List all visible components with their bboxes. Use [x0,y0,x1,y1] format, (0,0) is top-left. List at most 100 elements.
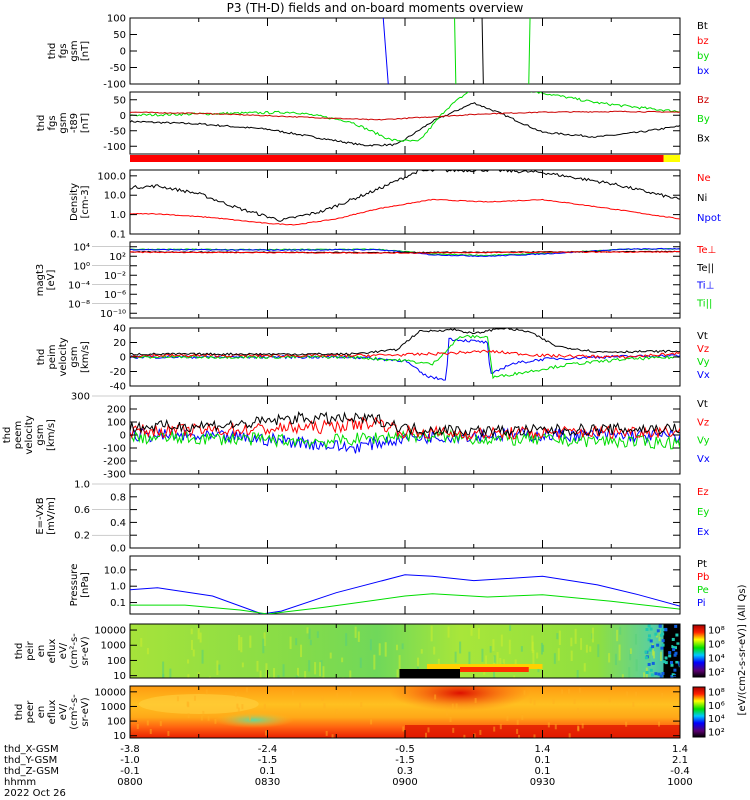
spectrogram-pixel [360,702,363,708]
spectrogram-pixel [648,648,652,652]
series-line-vy [130,334,680,380]
series-group [130,574,680,614]
y-axis-label-line: [eV] [46,270,57,291]
spectrogram-pixel [207,715,210,721]
spectrogram-pixel [556,633,559,640]
ephemeris-value: -1.5 [395,755,415,766]
spectrogram-low-flux [663,624,680,678]
spectrogram-band [138,694,259,714]
y-axis-label-line: thd [47,43,58,60]
spectrogram-pixel [430,625,433,642]
spectrogram-pixel [474,697,477,703]
legend-label: bz [697,36,709,47]
spectrogram-pixel [529,698,532,704]
panel-frame [129,17,681,85]
y-axis-label-line: sr-eV) [80,697,91,726]
spectrogram-pixel [218,664,221,671]
spectrogram-pixel [499,657,502,665]
y-tick-label: 1000 [101,702,126,713]
spectrogram-pixel [159,721,162,727]
y-axis-label-line: [nT] [80,41,91,61]
series-line-bx [382,18,389,84]
y-axis-label-line: [km/s] [46,419,57,451]
spectrogram-pixel [427,727,430,733]
spectrogram-pixel [661,643,665,647]
spectrogram-pixel [531,635,534,652]
y-tick-label: 100 [107,14,126,25]
spectrogram-pixel [205,689,208,695]
spectrogram-pixel [402,726,405,732]
y-tick-label: 10⁻² [104,271,126,282]
spectrogram-pixel [319,662,322,677]
spectrogram-pixel [659,651,662,661]
spectrogram-pixel [578,687,581,693]
series-group [130,411,680,454]
panel-3: 10⁴ 10² 10⁰ 10⁻² 10⁻⁴ 10⁻⁶ 10⁻⁸ 10⁻¹⁰ magt3 [eV] T… [35,241,716,320]
ephemeris-value: -2.4 [258,744,278,755]
y-axis-label-line: sr-eV) [80,636,91,665]
spectrogram-pixel [262,638,265,654]
spectrogram-pixel [500,634,503,647]
spectrogram-pixel [146,720,149,726]
spectrogram-pixel [493,655,496,663]
spectrogram-pixel [291,690,294,696]
y-tick-label: 100 [107,418,126,429]
spectrogram-pixel [240,637,243,653]
spectrogram-pixel [325,730,328,736]
y-tick-label: 10000 [94,626,126,637]
spectrogram-pixel [649,646,653,650]
panel-frame [129,169,681,235]
spectrogram-pixel [629,649,632,661]
spectrogram-pixel [190,628,193,635]
series-line-by [528,18,531,84]
spectrogram-pixel [136,724,139,730]
y-tick-label: 0 [120,431,126,442]
spectrogram-pixel [248,715,251,721]
spectrogram-pixel [289,636,292,649]
series-line-bz [130,110,680,121]
spectrogram-pixel [651,643,654,656]
y-tick-label: 10000 [94,687,126,698]
series-line-pe [130,593,680,614]
spectrogram-pixel [417,657,420,667]
spectrogram-pixel [661,671,665,675]
spectrogram-pixel [321,695,324,701]
spectrogram-pixel [234,692,237,698]
y-axis-label-line: velocity [24,415,35,454]
legend-label: Ti⊥ [696,281,714,292]
colorbar-tick-label: 10⁸ [708,688,725,699]
spectrogram-pixel [597,644,600,658]
legend-label: Vt [697,331,708,342]
spectrogram-pixel [520,646,523,652]
spectrogram-pixel [259,670,262,678]
ion-spectrogram [130,624,680,678]
y-tick-label: 10⁻⁶ [104,290,126,301]
y-axis-label-line: Density [69,183,80,221]
ephemeris-value: 1000 [667,777,692,788]
spectrogram-pixel [677,716,680,722]
spectrogram-pixel [658,630,661,642]
y-tick-label: 200 [107,405,126,416]
series-line-by [130,92,680,142]
spectrogram-pixel [296,667,299,677]
panel-7: 10.0 1.0 0.1 Pressure [nPa] Pt Pb Pe Pi [69,555,709,615]
spectrogram-pixel [263,632,266,646]
spectrogram-pixel [533,734,536,738]
spectrogram-pixel [629,648,632,654]
ephemeris-value: -3.8 [120,744,140,755]
spectrogram-pixel [493,676,496,678]
spectrogram-pixel [674,646,678,650]
spectrogram-pixel [523,690,526,696]
spectrogram-pixel [552,698,555,704]
spectrogram-pixel [664,661,668,665]
legend-label: Vz [697,344,709,355]
spectrogram-pixel [433,646,436,655]
y-tick-label: -100 [103,444,126,455]
spectrogram-pixel [657,672,661,676]
spectrogram-pixel [664,627,668,631]
legend-label: Vy [697,357,710,368]
spectrogram-pixel [558,630,561,646]
y-tick-label: 0.6 [74,505,90,516]
spectrogram-pixel [580,638,583,650]
spectrogram-pixel [345,633,348,646]
